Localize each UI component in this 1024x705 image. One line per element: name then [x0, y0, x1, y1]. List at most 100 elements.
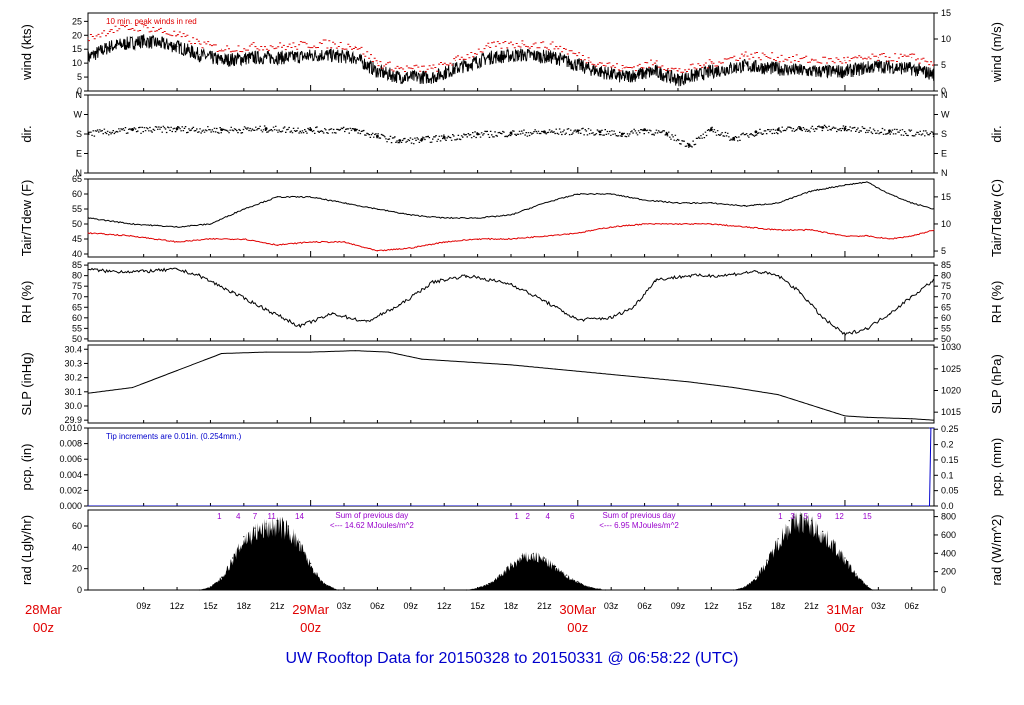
data-point: [866, 327, 868, 329]
series-line-slp: [88, 350, 934, 421]
y-tick-label-right: N: [941, 90, 948, 100]
data-point: [209, 586, 212, 588]
data-point: [499, 574, 501, 576]
data-point: [710, 62, 712, 64]
data-point: [855, 573, 857, 575]
data-point: [477, 238, 479, 240]
data-point: [688, 381, 690, 383]
x-day-label: 31Mar: [827, 602, 865, 617]
data-point: [132, 235, 134, 237]
panel-frame: [87, 262, 935, 342]
y-tick-label: 29.9: [64, 415, 82, 425]
data-point: [811, 190, 813, 192]
data-point: [109, 270, 111, 272]
data-point: [911, 68, 913, 70]
panel-temp: 40 45 50 55 60 65 5 10 15 Tair/Tdew (F) Tair/Tdew …: [19, 174, 1004, 259]
data-point: [176, 370, 178, 372]
data-point: [755, 576, 757, 578]
data-point: [321, 54, 323, 56]
data-point: [888, 313, 890, 315]
hour-marker-label: 4: [236, 512, 241, 521]
data-point: [87, 268, 89, 270]
data-point: [299, 325, 300, 327]
series-line-rh: [88, 267, 934, 336]
data-point: [176, 34, 178, 36]
data-point: [744, 205, 746, 207]
y-tick-label: 20: [72, 30, 82, 40]
data-point: [632, 306, 634, 308]
y-tick-label-right: 800: [941, 512, 956, 522]
data-point: [232, 292, 234, 294]
data-point: [933, 73, 935, 75]
data-point: [87, 589, 89, 591]
y-tick-label: 20: [72, 564, 82, 574]
data-point: [799, 292, 801, 294]
y-axis-label-right: wind (m/s): [989, 22, 1004, 83]
x-tick-label: 15z: [738, 601, 753, 611]
y-tick-label: 0.010: [59, 423, 82, 433]
data-point: [777, 68, 779, 70]
x-tick-label: 03z: [871, 601, 886, 611]
time-axis: 09z 12z 15z 18z 21z 03z 06z 09z 12z 15z 18z 21z 03z 0…: [25, 601, 919, 635]
day-sum-title: Sum of previous day: [603, 511, 676, 520]
data-point: [610, 317, 612, 319]
y-tick-label: 40: [72, 542, 82, 552]
panel-frame: [87, 12, 935, 92]
data-point: [87, 217, 89, 219]
data-point: [243, 536, 245, 538]
y-axis-label: SLP (inHg): [19, 352, 34, 415]
data-point: [432, 76, 434, 78]
x-tick-label: 03z: [337, 601, 352, 611]
data-point: [465, 275, 467, 277]
data-point: [844, 235, 846, 237]
y-tick-label: 30.0: [64, 401, 82, 411]
panel-annotation: Tip increments are 0.01in. (0.254mm.): [106, 432, 242, 441]
x-tick-label: 12z: [170, 601, 185, 611]
data-point: [543, 202, 545, 204]
data-point: [376, 250, 378, 252]
data-point: [321, 43, 323, 45]
data-point: [510, 283, 512, 285]
hour-marker-label: 11: [268, 512, 277, 521]
y-tick-label: 0: [77, 585, 82, 595]
data-point: [221, 59, 223, 61]
data-point: [811, 71, 813, 72]
y-tick-label-right: 15: [941, 192, 951, 202]
data-point: [376, 134, 379, 138]
data-point: [566, 574, 568, 576]
y-tick-label-right: 70: [941, 292, 951, 302]
data-point: [388, 351, 390, 353]
data-point: [265, 523, 267, 525]
data-point: [777, 229, 779, 231]
data-point: [221, 48, 223, 50]
data-point: [143, 40, 145, 42]
data-point: [777, 275, 779, 277]
x-tick-label: 15z: [470, 601, 485, 611]
y-tick-label-right: 5: [941, 246, 946, 256]
data-point: [198, 54, 200, 56]
data-point: [143, 26, 145, 28]
hour-marker-label: 1: [217, 512, 222, 521]
y-axis-label-right: dir.: [989, 125, 1004, 142]
data-point: [310, 351, 312, 353]
data-point: [287, 57, 289, 59]
data-point: [811, 229, 813, 231]
y-tick-label: 80: [72, 271, 82, 281]
y-tick-label-right: 0.0: [941, 501, 954, 511]
hour-marker-label: 12: [835, 512, 844, 521]
series-line-temp: [88, 222, 934, 252]
data-point: [677, 71, 679, 72]
data-point: [543, 300, 545, 302]
data-point: [454, 59, 456, 61]
y-tick-label: 30.2: [64, 373, 82, 383]
data-point: [844, 415, 846, 417]
y-tick-label-right: 50: [941, 334, 951, 344]
y-tick-label-right: 0: [941, 585, 946, 595]
data-point: [655, 279, 657, 281]
day-sum-value: <--- 14.62 MJoules/m^2: [330, 521, 415, 530]
direction-scatter: [88, 124, 934, 148]
x-tick-label: 09z: [136, 601, 151, 611]
y-tick-label-right: 0.1: [941, 470, 954, 480]
x-tick-label: 21z: [804, 601, 819, 611]
